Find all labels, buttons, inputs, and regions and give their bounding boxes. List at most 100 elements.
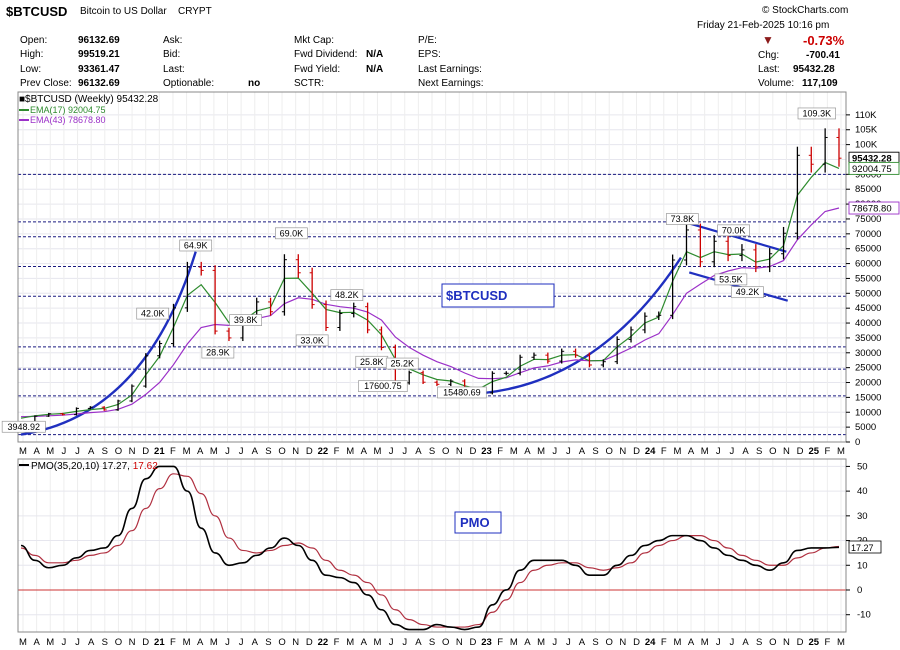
x-tick-label: A [415,446,422,457]
annotation-box [201,346,235,359]
x-tick-label: N [619,446,626,457]
x-tick-label: S [429,637,435,648]
y-tick-label: 60000 [855,259,881,270]
annotation-label: 3948.92 [7,422,40,432]
annotation-box [731,286,764,299]
symbol-label-box: $BTCUSD [441,283,555,308]
x-tick-label: 25 [808,446,819,457]
x-tick-label: D [797,446,804,457]
x-tick-label: D [797,637,804,648]
y-tick-label: 0 [855,437,860,448]
x-tick-label: S [265,637,271,648]
x-tick-label: M [346,446,354,457]
y-tick-label: 70000 [855,229,881,240]
x-tick-label: F [170,446,176,457]
x-tick-label: N [129,637,136,648]
x-tick-label: N [619,637,626,648]
x-tick-label: M [346,637,354,648]
x-tick-label: 22 [318,637,329,648]
x-tick-label: 21 [154,637,165,648]
price-annotations: 3948.92 42.0K 64.9K 28.9K 39.8K 69.0K 33.0K 48.… [1,107,836,433]
x-tick-label: A [361,637,368,648]
annotation-label: 39.8K [234,315,258,325]
x-tick-label: F [661,446,667,457]
annotation-label: 109.3K [803,108,832,118]
y-tick-label: 110K [855,110,877,121]
x-tick-label: A [361,446,368,457]
annotation-box [229,314,262,326]
x-tick-label: O [442,446,449,457]
pmo-current-value: 17.27 [851,543,874,553]
legend-ema17: EMA(17) 92004.75 [30,105,106,115]
price-bars [18,128,842,425]
x-tick-label: A [197,446,204,457]
x-tick-label: A [688,446,695,457]
annotation-box [179,239,213,252]
y-tick-label: 20000 [855,378,881,389]
pmo-y-tick-label: 30 [857,511,868,522]
pmo-y-tick-label: -10 [857,610,871,621]
x-tick-label: N [292,446,299,457]
pmo-border [17,458,847,633]
pmo-path [20,465,840,631]
annotation-box [358,380,408,393]
ema17-path [20,161,840,419]
pmo-legend-text: PMO(35,20,10) 17.27, 17.62 [31,461,158,472]
legend-ema43: EMA(43) 78678.80 [30,115,106,125]
x-tick-label: M [183,637,191,648]
x-tick-label: M [673,637,681,648]
x-tick-label: M [701,446,709,457]
annotation-box [136,307,170,320]
right-value-label: 95432.28 [852,154,892,165]
annotation-label: 15480.69 [443,387,481,397]
col2-label: Last: [163,64,185,75]
x-tick-label: M [537,446,545,457]
x-tick-label: M [183,446,191,457]
annotation-box [295,334,329,347]
annotation-label: 25.8K [360,357,384,367]
x-tick-label: A [524,446,531,457]
x-tick-label: A [524,637,531,648]
annotation-label: 25.2K [391,359,415,369]
price-legend: ■$BTCUSD (Weekly) 95432.28 EMA(17) 92004… [19,94,159,125]
x-tick-label: F [824,637,830,648]
chg-label: Chg: [758,50,780,61]
price-grid [18,92,846,443]
x-tick-label: 25 [808,637,819,648]
pmo-y-tick-label: 0 [857,585,862,596]
col3-value: N/A [366,49,384,60]
x-tick-label: S [592,637,598,648]
x-tick-label: O [115,446,122,457]
ema17-line [20,161,840,419]
chg-value: -700.41 [806,50,840,61]
x-tick-label: S [756,637,762,648]
pmo-y-tick-label: 50 [857,461,868,472]
col4-label: EPS: [418,49,441,60]
annotation-label: 53.5K [719,274,743,284]
annotation-label: 17600.75 [364,381,402,391]
exchange-name: CRYPT [178,6,212,17]
x-tick-label: M [673,446,681,457]
volume-label: Volume: [758,78,795,89]
x-tick-label: J [552,446,557,457]
pmo-box-text: PMO [460,515,490,530]
x-tick-label: A [415,637,422,648]
x-tick-label: F [334,446,340,457]
pmo-right-label: 17.27 [848,540,882,554]
stat-label: High: [20,49,44,60]
x-tick-label: M [701,637,709,648]
x-tick-label: M [210,637,218,648]
annotation-label: 42.0K [141,309,165,319]
x-tick-label: J [75,446,80,457]
x-tick-label: 21 [154,446,165,457]
annotation-label: 28.9K [206,348,230,358]
y-tick-label: 45000 [855,303,881,314]
x-tick-label: N [783,637,790,648]
col4-label: P/E: [418,35,437,46]
x-tick-label: A [252,446,259,457]
x-tick-label: S [265,446,271,457]
stat-label: Open: [20,35,48,46]
annotation-label: 33.0K [300,335,324,345]
x-tick-label: J [62,637,67,648]
